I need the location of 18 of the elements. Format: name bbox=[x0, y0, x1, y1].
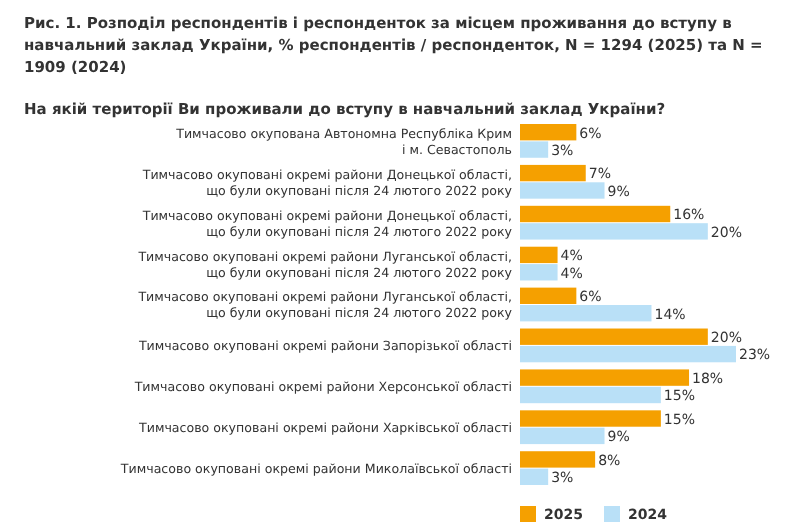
bar bbox=[520, 164, 586, 182]
bar bbox=[520, 386, 661, 404]
bar bbox=[520, 427, 605, 445]
bar bbox=[520, 369, 690, 386]
bar bbox=[520, 141, 549, 158]
bar bbox=[520, 451, 596, 468]
bar bbox=[520, 124, 577, 141]
bar bbox=[520, 410, 661, 427]
bar bbox=[520, 246, 558, 264]
bar bbox=[520, 287, 577, 304]
bar bbox=[520, 205, 671, 223]
bar bbox=[520, 182, 605, 199]
bar bbox=[520, 468, 549, 485]
bar bbox=[520, 328, 708, 345]
bar bbox=[520, 264, 558, 281]
bar bbox=[520, 223, 708, 240]
bar bbox=[520, 345, 736, 363]
bar bbox=[520, 305, 652, 322]
